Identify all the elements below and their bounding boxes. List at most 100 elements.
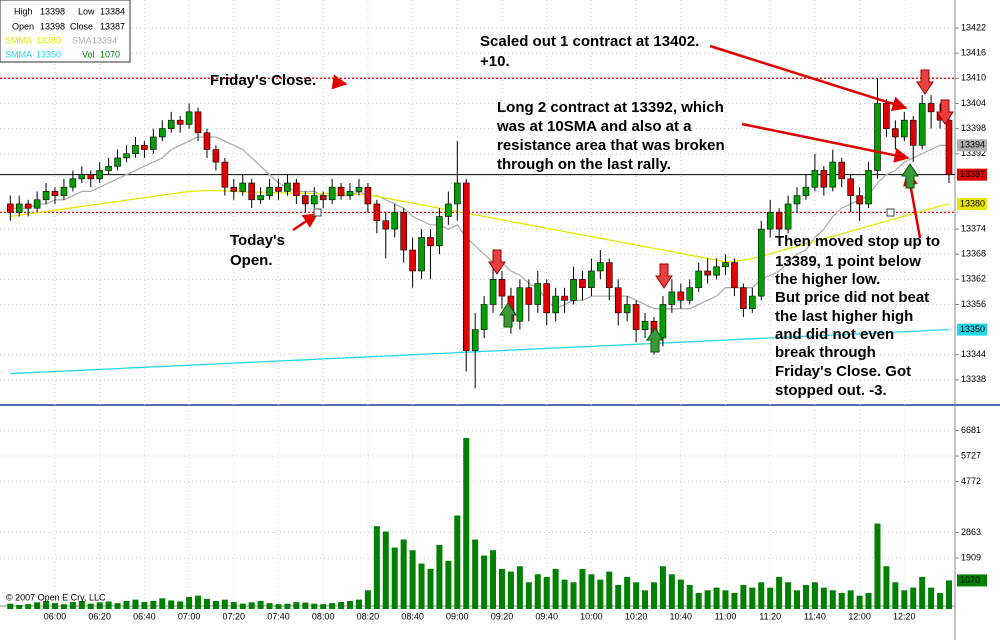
annotation: Then moved stop up to [775, 233, 940, 250]
candle-body [740, 287, 747, 309]
volume-bar [239, 603, 246, 609]
volume-bar [43, 600, 50, 609]
volume-bar [25, 604, 32, 609]
volume-bar [597, 579, 604, 609]
x-tick-label: 10:20 [625, 611, 648, 621]
candle-body [150, 136, 157, 150]
candle-body [749, 295, 756, 309]
volume-bar [794, 590, 801, 609]
candle-body [445, 203, 452, 217]
y-tick-label: 13416 [961, 48, 986, 58]
annotation: stopped out. -3. [775, 382, 887, 399]
volume-bar [731, 592, 738, 609]
volume-bar [811, 582, 818, 609]
volume-bar [105, 601, 112, 609]
candle-body [775, 212, 783, 230]
candle-body [87, 174, 95, 180]
candle-body [784, 203, 792, 230]
candle-body [382, 220, 390, 230]
volume-bar [776, 576, 783, 609]
y-tick-label: 13356 [961, 299, 986, 309]
candle-body [24, 203, 32, 209]
candle-body [659, 304, 667, 339]
legend-value: 13398 [40, 21, 65, 31]
indicator-line [10, 328, 950, 375]
plot [0, 77, 955, 609]
candle-body [632, 304, 640, 330]
candle-body [892, 128, 899, 138]
annotation: But price did not beat [775, 289, 929, 306]
annotation: Friday's Close. Got [775, 363, 911, 380]
annotation: and did not even [775, 326, 894, 343]
candle-body [471, 329, 479, 351]
y-tick-label: 13344 [961, 349, 986, 359]
candle-body [498, 279, 506, 297]
volume-bar [543, 576, 550, 609]
open-marker [313, 208, 322, 217]
x-tick-label: 11:40 [804, 611, 826, 621]
candle-body [203, 132, 211, 150]
value-box [957, 197, 987, 210]
y-tick-label: 4772 [961, 476, 981, 486]
legend-label: SMMA [5, 49, 32, 59]
open-marker [886, 208, 895, 217]
candle-body [945, 119, 953, 175]
x-tick-label: 08:20 [357, 611, 380, 621]
volume-bar [677, 579, 684, 609]
volume-bar [257, 600, 264, 609]
x-tick-label: 11:00 [715, 611, 737, 621]
candle-body [552, 295, 559, 314]
volume-bar [802, 584, 809, 609]
volume-bar [418, 563, 425, 609]
arrow [709, 44, 908, 112]
volume-bar [668, 574, 675, 609]
candle-body [284, 182, 291, 192]
volume-bar [221, 599, 228, 609]
volume-bar [561, 579, 568, 609]
y-tick-label: 13368 [961, 249, 986, 259]
volume-bar [355, 599, 362, 609]
volume-bar [159, 598, 166, 609]
candle-body [909, 119, 917, 146]
candle-body [480, 304, 488, 330]
candle-body [409, 249, 416, 272]
candle-body [69, 178, 77, 188]
volume-bar [445, 560, 452, 609]
buy-signal [901, 163, 919, 189]
volume-bar [659, 566, 666, 609]
volume-bar [552, 568, 559, 609]
legend-frame [0, 0, 131, 63]
volume-bar [463, 438, 470, 609]
volume-bar [114, 603, 121, 609]
annotation: was at 10SMA and also at a [496, 118, 692, 135]
y-tick-label: 13398 [961, 123, 986, 133]
volume-bar [150, 600, 157, 609]
candle-body [525, 287, 533, 305]
volume-bar [329, 603, 336, 609]
candle-body [176, 119, 184, 125]
candle-body [78, 174, 86, 180]
candle-body [355, 186, 363, 192]
legend-value: 13387 [100, 21, 125, 31]
volume-bar [52, 603, 58, 609]
x-tick-label: 12:00 [848, 611, 871, 621]
x-tick-label: 08:00 [312, 611, 335, 621]
volume-bar [820, 587, 827, 609]
candle-body [15, 203, 23, 213]
annotation: through on the last rally. [497, 156, 671, 173]
candle-body [579, 279, 586, 289]
candle-body [275, 186, 282, 192]
candle-body [588, 270, 595, 289]
candle-body [337, 186, 345, 196]
candle-body [328, 186, 336, 201]
candle-body [883, 103, 890, 129]
annotation: break through [775, 344, 876, 361]
volume-bar [856, 595, 863, 609]
candle-body [373, 203, 381, 222]
legend-label: SMA [72, 35, 92, 45]
volume-bar [686, 584, 693, 609]
candle-body [820, 170, 828, 188]
candle-body [918, 103, 926, 146]
